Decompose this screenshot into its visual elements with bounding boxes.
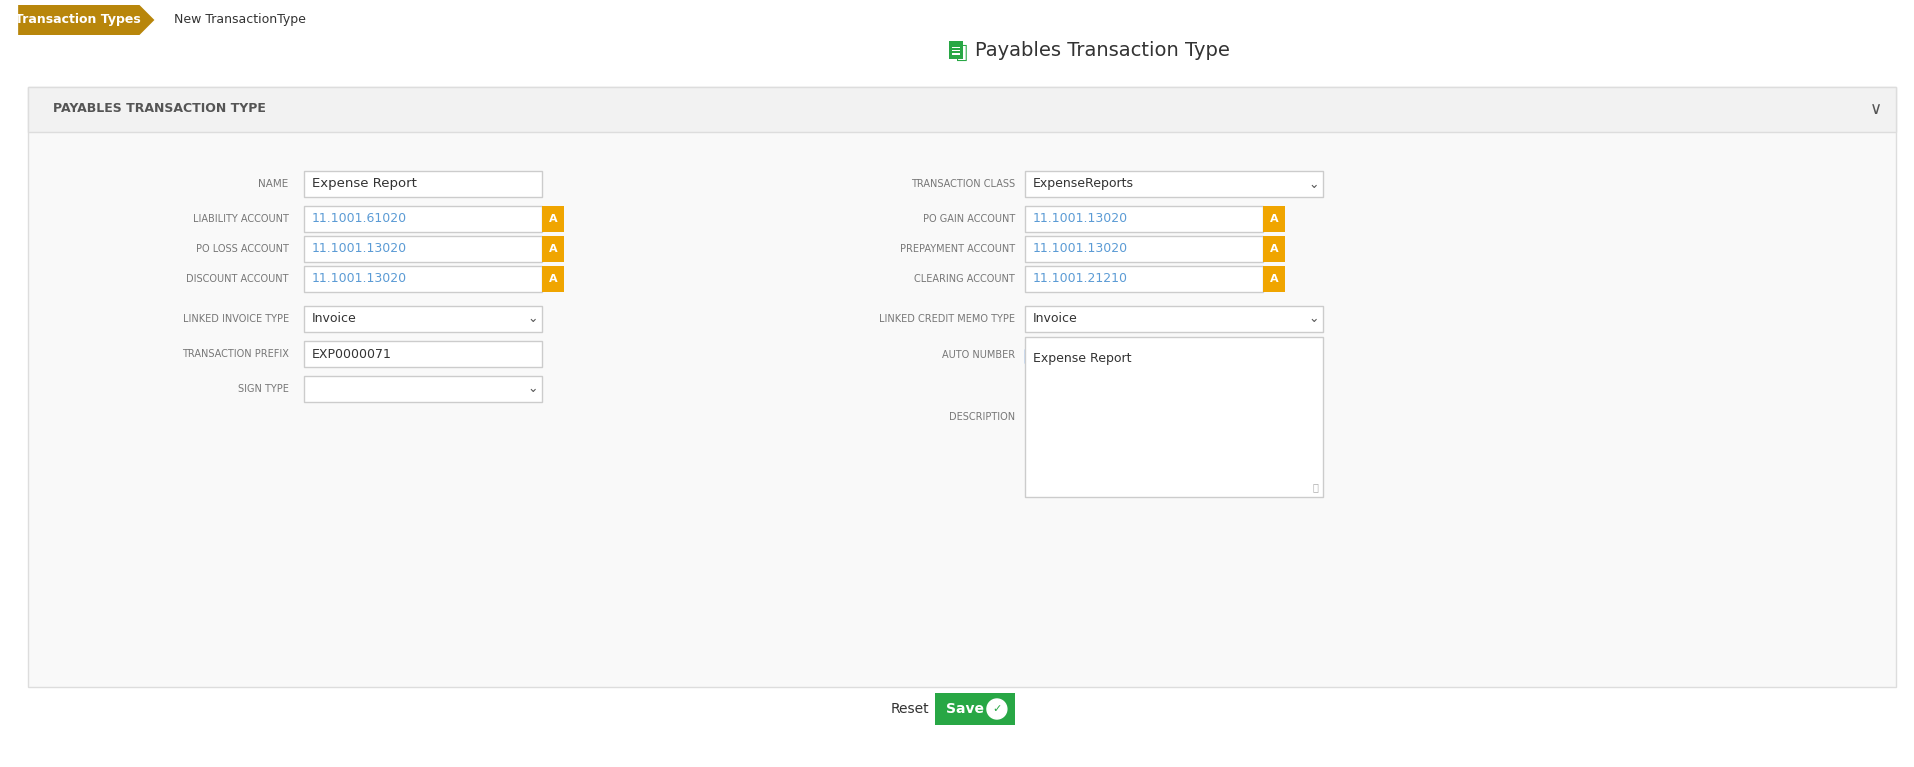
Text: Expense Report: Expense Report [1032,352,1131,365]
Text: PO GAIN ACCOUNT: PO GAIN ACCOUNT [923,214,1014,224]
Bar [1024,206,1263,232]
Text: New TransactionType: New TransactionType [174,14,306,27]
Text: SIGN TYPE: SIGN TYPE [237,384,289,394]
Text: Payables Transaction Type: Payables Transaction Type [974,41,1229,60]
Text: ⌄: ⌄ [526,383,538,396]
Bar [1024,236,1263,262]
Bar [949,41,963,59]
Text: ∨: ∨ [1870,100,1881,118]
Text: LIABILITY ACCOUNT: LIABILITY ACCOUNT [193,214,289,224]
Text: 11.1001.13020: 11.1001.13020 [312,272,406,285]
Bar [29,87,1895,132]
Bar [1024,171,1323,197]
Text: LINKED CREDIT MEMO TYPE: LINKED CREDIT MEMO TYPE [879,314,1014,324]
Text: NAME: NAME [258,179,289,189]
Text: ✓: ✓ [991,704,1001,714]
Text: Expense Report: Expense Report [312,177,415,190]
Text: A: A [549,274,557,284]
Text: A: A [549,244,557,254]
Text: 11.1001.61020: 11.1001.61020 [312,212,406,225]
Bar [1263,206,1284,232]
Polygon shape [17,5,155,35]
Bar [542,206,565,232]
Text: PREPAYMENT ACCOUNT: PREPAYMENT ACCOUNT [900,244,1014,254]
Bar [1263,236,1284,262]
Text: A: A [1269,214,1279,224]
Bar [304,341,542,367]
Text: ⌄: ⌄ [1307,312,1317,325]
Text: 11.1001.21210: 11.1001.21210 [1032,272,1127,285]
Text: TRANSACTION CLASS: TRANSACTION CLASS [911,179,1014,189]
Text: TRANSACTION PREFIX: TRANSACTION PREFIX [182,349,289,359]
Text: PO LOSS ACCOUNT: PO LOSS ACCOUNT [195,244,289,254]
Bar [304,376,542,402]
Bar [1024,349,1037,363]
Bar [304,171,542,197]
Text: Transaction Types: Transaction Types [15,14,140,27]
Text: A: A [1269,244,1279,254]
Text: 11.1001.13020: 11.1001.13020 [312,242,406,255]
Bar [951,50,959,51]
Bar [29,87,1895,687]
Bar [304,306,542,332]
Text: Reset: Reset [890,702,928,716]
Text: Invoice: Invoice [312,312,356,325]
Text: DESCRIPTION: DESCRIPTION [947,412,1014,422]
Text: Save: Save [946,702,984,716]
Bar [304,206,542,232]
Bar [934,693,1014,725]
Text: ⌄: ⌄ [526,312,538,325]
Bar [10,0,1914,40]
Bar [951,53,959,55]
Text: ⤡: ⤡ [1311,482,1317,492]
Text: Invoice: Invoice [1032,312,1078,325]
Bar [1024,266,1263,292]
Bar [304,236,542,262]
Bar [1024,337,1323,497]
Bar [1024,306,1323,332]
Text: EXP0000071: EXP0000071 [312,347,390,360]
Text: A: A [1269,274,1279,284]
Bar [951,47,959,48]
Text: ExpenseReports: ExpenseReports [1032,177,1133,190]
Text: PAYABLES TRANSACTION TYPE: PAYABLES TRANSACTION TYPE [54,103,266,116]
Text: ✓: ✓ [1028,351,1035,361]
Bar [1263,266,1284,292]
Text: ⌄: ⌄ [1307,177,1317,190]
Text: DISCOUNT ACCOUNT: DISCOUNT ACCOUNT [186,274,289,284]
Bar [304,266,542,292]
Text: AUTO NUMBER: AUTO NUMBER [942,350,1014,360]
Bar [542,266,565,292]
Text: 11.1001.13020: 11.1001.13020 [1032,212,1127,225]
Text: LINKED INVOICE TYPE: LINKED INVOICE TYPE [182,314,289,324]
Text: CLEARING ACCOUNT: CLEARING ACCOUNT [913,274,1014,284]
Text: 📋: 📋 [955,42,967,61]
Text: A: A [549,214,557,224]
Circle shape [986,699,1007,719]
Bar [542,236,565,262]
Text: 11.1001.13020: 11.1001.13020 [1032,242,1127,255]
